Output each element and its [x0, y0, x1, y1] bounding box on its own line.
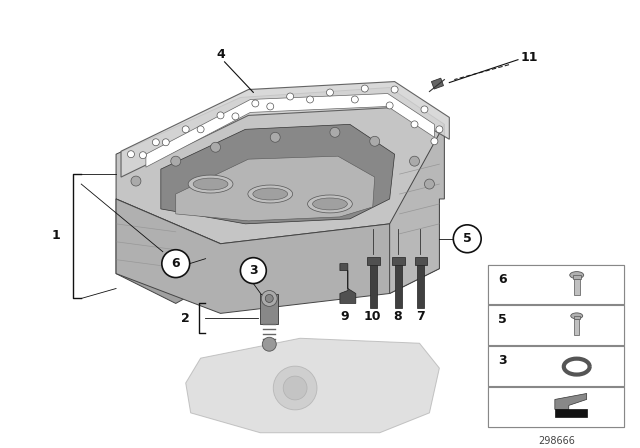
Circle shape — [283, 376, 307, 400]
Text: 11: 11 — [520, 51, 538, 64]
Polygon shape — [146, 94, 435, 167]
Circle shape — [431, 138, 438, 145]
Text: 1: 1 — [52, 229, 61, 242]
Circle shape — [421, 106, 428, 113]
Ellipse shape — [571, 313, 582, 319]
Text: 10: 10 — [364, 310, 381, 323]
Circle shape — [252, 100, 259, 107]
Circle shape — [362, 85, 368, 92]
Text: 6: 6 — [172, 257, 180, 270]
Ellipse shape — [193, 178, 228, 190]
Circle shape — [326, 89, 333, 96]
Circle shape — [162, 250, 189, 278]
Polygon shape — [116, 199, 221, 303]
Circle shape — [273, 366, 317, 410]
Bar — [395, 261, 401, 308]
Circle shape — [391, 86, 398, 93]
Text: 7: 7 — [416, 310, 425, 323]
Polygon shape — [116, 87, 444, 244]
Circle shape — [307, 96, 314, 103]
Bar — [392, 257, 404, 265]
Bar — [417, 261, 424, 308]
Circle shape — [351, 96, 358, 103]
Circle shape — [424, 179, 435, 189]
Polygon shape — [121, 82, 449, 177]
Polygon shape — [176, 156, 374, 221]
Circle shape — [261, 290, 277, 306]
Bar — [573, 316, 580, 319]
Text: 4: 4 — [216, 48, 225, 61]
Circle shape — [211, 142, 221, 152]
Circle shape — [436, 126, 443, 133]
Bar — [415, 257, 428, 265]
Text: 6: 6 — [498, 272, 507, 285]
Circle shape — [232, 113, 239, 120]
Circle shape — [266, 294, 273, 302]
Bar — [488, 306, 625, 345]
Ellipse shape — [312, 198, 348, 210]
Polygon shape — [116, 199, 440, 314]
Text: 8: 8 — [394, 310, 402, 323]
Bar — [488, 265, 625, 427]
Circle shape — [131, 176, 141, 186]
Ellipse shape — [570, 271, 584, 279]
Circle shape — [370, 136, 380, 146]
Text: 3: 3 — [249, 264, 258, 277]
Polygon shape — [161, 125, 395, 224]
Circle shape — [152, 139, 159, 146]
Circle shape — [270, 132, 280, 142]
Text: 298666: 298666 — [538, 436, 575, 446]
Bar — [488, 265, 625, 305]
Circle shape — [241, 258, 266, 284]
Text: 9: 9 — [340, 310, 349, 323]
Text: 2: 2 — [181, 312, 190, 325]
Circle shape — [411, 121, 418, 128]
Polygon shape — [390, 125, 444, 293]
Bar — [573, 275, 580, 279]
Polygon shape — [340, 263, 356, 303]
Text: 5: 5 — [498, 314, 507, 327]
Circle shape — [267, 103, 274, 110]
Circle shape — [182, 126, 189, 133]
Ellipse shape — [308, 195, 353, 213]
Circle shape — [163, 139, 169, 146]
Polygon shape — [186, 338, 440, 433]
Bar — [574, 319, 579, 335]
Circle shape — [217, 112, 224, 119]
Ellipse shape — [248, 185, 292, 203]
Circle shape — [410, 156, 419, 166]
Text: 3: 3 — [498, 354, 507, 367]
Polygon shape — [555, 393, 587, 409]
Circle shape — [197, 126, 204, 133]
Bar — [370, 261, 377, 308]
Circle shape — [140, 152, 147, 159]
Circle shape — [330, 127, 340, 137]
Bar — [555, 409, 587, 418]
Circle shape — [386, 102, 393, 109]
Circle shape — [262, 337, 276, 351]
Bar — [488, 346, 625, 386]
Circle shape — [127, 151, 134, 158]
Bar — [367, 257, 380, 265]
Ellipse shape — [188, 175, 233, 193]
Ellipse shape — [253, 188, 287, 200]
Bar — [488, 387, 625, 427]
Circle shape — [453, 225, 481, 253]
Bar — [573, 279, 580, 295]
Circle shape — [171, 156, 180, 166]
Text: 5: 5 — [463, 232, 472, 245]
Circle shape — [287, 93, 294, 100]
Bar — [260, 294, 278, 324]
Bar — [431, 78, 444, 89]
